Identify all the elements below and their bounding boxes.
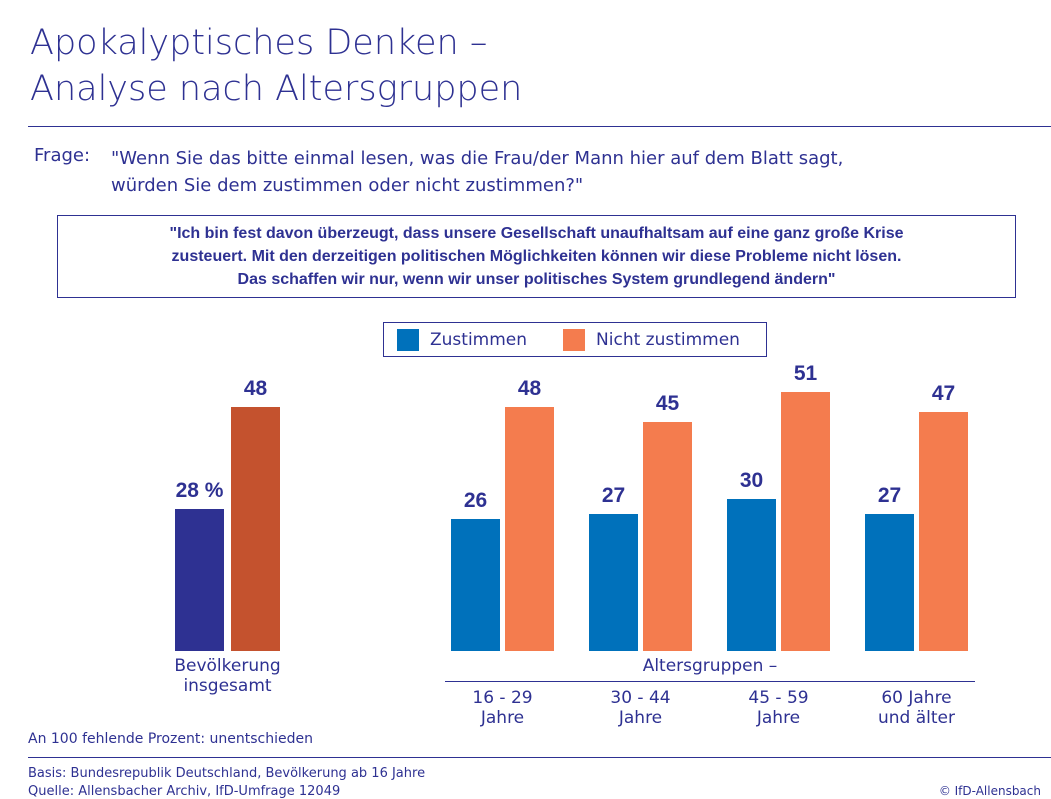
bar (781, 391, 830, 651)
value-label: 48 (243, 377, 268, 400)
legend-label: Nicht zustimmen (596, 329, 740, 350)
value-label: 48 (517, 377, 542, 400)
value-label: 45 (655, 392, 680, 416)
statement: "Ich bin fest davon überzeugt, dass unse… (57, 215, 1016, 298)
axis-divider (445, 681, 975, 682)
x-tick-label: 16 - 29 Jahre (472, 688, 533, 728)
bar (451, 518, 500, 651)
footnote: An 100 fehlende Prozent: unentschieden (28, 731, 313, 747)
source: Quelle: Allensbacher Archiv, IfD-Umfrage… (28, 784, 341, 799)
x-tick-label: 60 Jahre und älter (878, 688, 955, 728)
value-label: 47 (931, 382, 956, 406)
title: Apokalyptisches Denken – Analyse nach Al… (30, 23, 523, 109)
bar (231, 407, 280, 651)
value-label: 28 % (175, 478, 224, 502)
bar (505, 407, 554, 651)
legend-swatch (397, 328, 419, 351)
value-label: 51 (793, 361, 818, 385)
x-axis-label: Altersgruppen – (642, 656, 778, 676)
bar (643, 422, 692, 651)
bar (919, 412, 968, 651)
value-label: 27 (877, 483, 902, 507)
legend-label: Zustimmen (430, 329, 528, 350)
question-label: Frage: (34, 145, 91, 166)
value-label: 27 (601, 483, 626, 507)
copyright: © IfD-Allensbach (938, 784, 1041, 798)
x-tick-label: 30 - 44 Jahre (610, 688, 671, 728)
question: "Wenn Sie das bitte einmal lesen, was di… (111, 148, 844, 196)
bar (727, 498, 776, 651)
divider (28, 757, 1051, 758)
divider (28, 126, 1051, 127)
x-tick-label: Bevölkerung insgesamt (174, 656, 281, 696)
legend-swatch (563, 328, 586, 351)
bar (589, 513, 638, 651)
legend: Zustimmen Nicht zustimmen (383, 322, 767, 357)
basis: Basis: Bundesrepublik Deutschland, Bevöl… (28, 766, 426, 781)
value-label: 30 (739, 468, 764, 492)
x-tick-label: 45 - 59 Jahre (748, 688, 809, 728)
bar (865, 513, 914, 651)
value-label: 26 (463, 488, 488, 512)
bar (175, 508, 224, 651)
